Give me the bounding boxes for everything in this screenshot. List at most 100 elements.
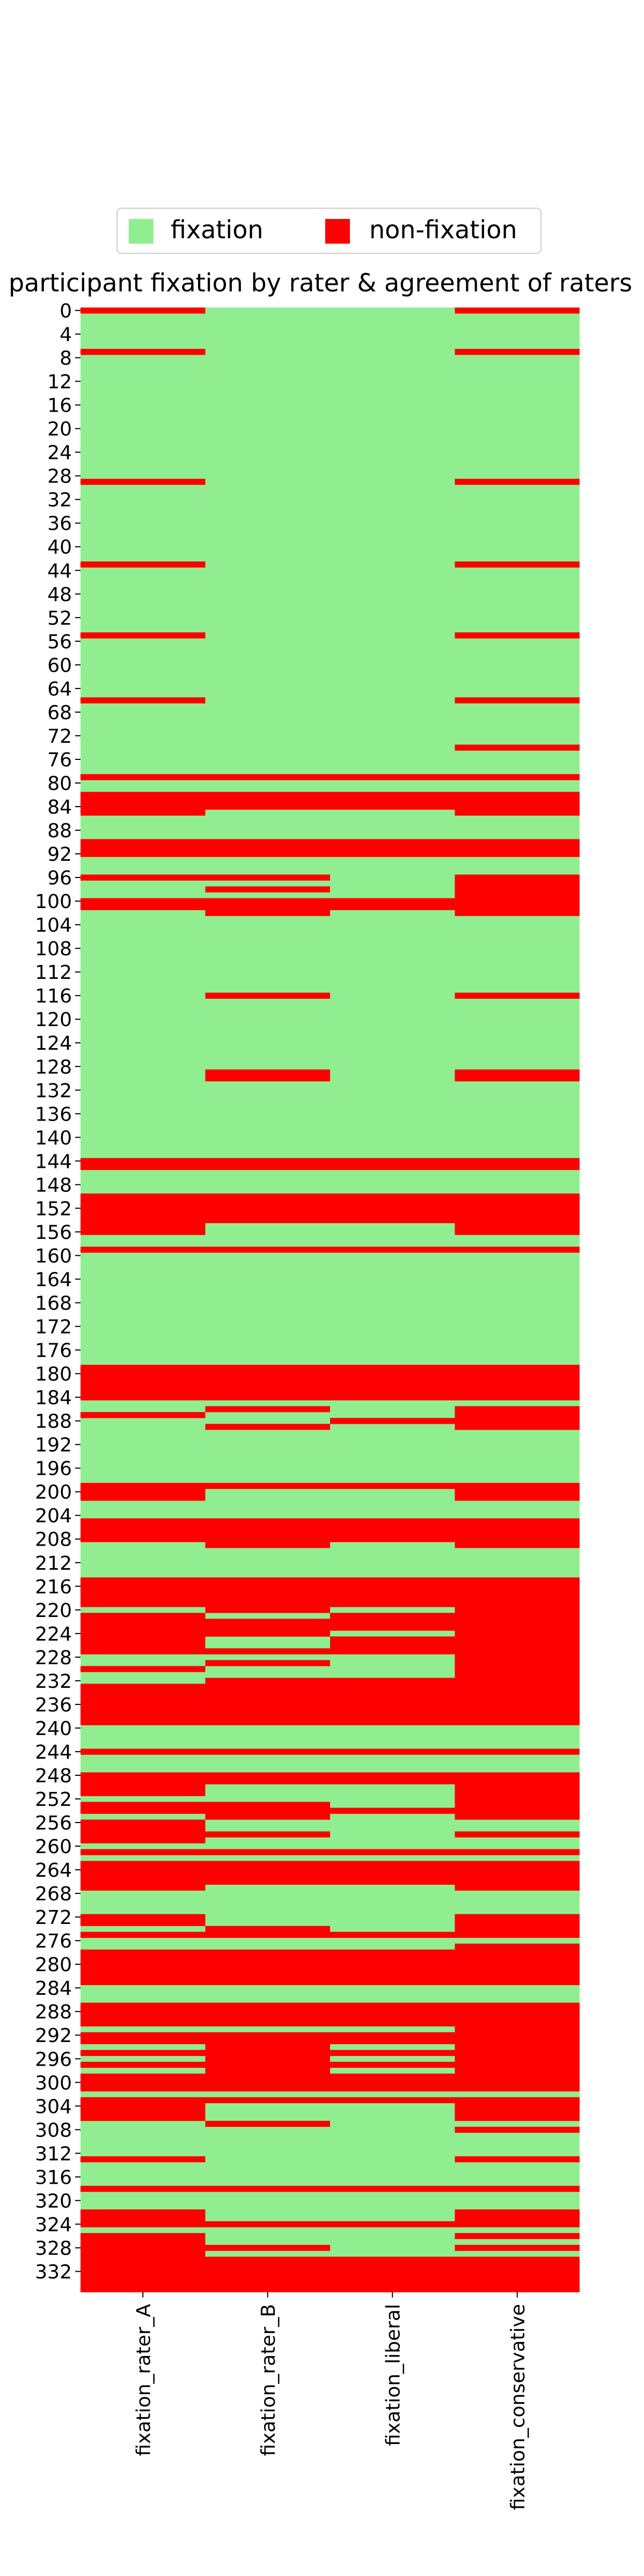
- cell-non-fixation-fixation_rater_B-330-335: [205, 2256, 330, 2293]
- cell-non-fixation-fixation_liberal-318-318: [330, 2185, 455, 2192]
- cell-non-fixation-fixation_conservative-205-209: [455, 1518, 580, 1548]
- cell-non-fixation-fixation_conservative-82-85: [455, 792, 580, 816]
- cell-non-fixation-fixation_conservative-150-156: [455, 1193, 580, 1235]
- legend-label-non-fixation: non-fixation: [369, 215, 517, 244]
- y-axis: 0481216202428323640444852566064687276808…: [35, 301, 80, 2283]
- y-tick-label: 216: [35, 1576, 72, 1598]
- heatmap-cells: [80, 308, 580, 2293]
- cell-non-fixation-fixation_rater_A-292-293: [80, 2032, 206, 2045]
- cell-non-fixation-fixation_rater_A-326-335: [80, 2233, 206, 2293]
- y-tick-label: 40: [47, 537, 72, 559]
- cell-non-fixation-fixation_conservative-74-74: [455, 744, 580, 751]
- y-tick-label: 304: [35, 2096, 72, 2118]
- y-tick-label: 236: [35, 1694, 72, 1716]
- cell-non-fixation-fixation_rater_B-205-209: [205, 1518, 330, 1548]
- cell-non-fixation-fixation_rater_A-244-244: [80, 1748, 206, 1755]
- cell-non-fixation-fixation_liberal-297-297: [330, 2061, 455, 2068]
- cell-non-fixation-fixation_rater_B-303-303: [205, 2097, 330, 2104]
- y-tick-label: 144: [35, 1151, 72, 1173]
- cell-non-fixation-fixation_rater_A-318-318: [80, 2185, 206, 2192]
- cell-non-fixation-fixation_rater_B-324-324: [205, 2221, 330, 2228]
- cell-non-fixation-fixation_conservative-244-244: [455, 1748, 580, 1755]
- cell-non-fixation-fixation_conservative-129-130: [455, 1069, 580, 1082]
- cell-non-fixation-fixation_rater_A-253-254: [80, 1802, 206, 1814]
- cell-non-fixation-fixation_rater_B-186-186: [205, 1406, 330, 1413]
- y-tick-label: 288: [35, 2001, 72, 2023]
- y-tick-label: 188: [35, 1411, 72, 1433]
- cell-non-fixation-fixation_conservative-199-201: [455, 1483, 580, 1501]
- cell-non-fixation-fixation_liberal-324-324: [330, 2221, 455, 2228]
- cell-non-fixation-fixation_conservative-43-43: [455, 561, 580, 568]
- cell-non-fixation-fixation_conservative-90-92: [455, 839, 580, 857]
- y-tick-label: 76: [47, 749, 72, 771]
- y-tick-label: 56: [47, 631, 72, 653]
- y-tick-label: 332: [35, 2261, 72, 2283]
- cell-non-fixation-fixation_liberal-179-184: [330, 1365, 455, 1401]
- y-tick-label: 284: [35, 1978, 72, 2000]
- cell-non-fixation-fixation_conservative-330-335: [455, 2256, 580, 2293]
- cell-non-fixation-fixation_rater_B-328-328: [205, 2244, 330, 2251]
- cell-non-fixation-fixation_rater_A-248-251: [80, 1772, 206, 1796]
- y-tick-label: 124: [35, 1033, 72, 1055]
- cell-non-fixation-fixation_liberal-144-145: [330, 1158, 455, 1170]
- cell-non-fixation-fixation_rater_B-96-96: [205, 874, 330, 881]
- cell-non-fixation-fixation_rater_A-233-239: [80, 1684, 206, 1725]
- y-tick-label: 4: [60, 324, 72, 346]
- y-tick-label: 196: [35, 1458, 72, 1480]
- y-tick-label: 328: [35, 2237, 72, 2259]
- cell-non-fixation-fixation_rater_B-222-224: [205, 1619, 330, 1637]
- cell-non-fixation-fixation_liberal-90-92: [330, 839, 455, 857]
- y-tick-label: 148: [35, 1174, 72, 1196]
- cell-non-fixation-fixation_rater_A-66-66: [80, 697, 206, 704]
- y-tick-label: 112: [35, 962, 72, 984]
- cell-non-fixation-fixation_conservative-328-328: [455, 2244, 580, 2251]
- cell-non-fixation-fixation_rater_B-189-189: [205, 1424, 330, 1430]
- cell-non-fixation-fixation_liberal-248-249: [330, 1772, 455, 1784]
- y-tick-label: 100: [35, 891, 72, 913]
- y-tick-label: 140: [35, 1127, 72, 1149]
- cell-non-fixation-fixation_conservative-29-29: [455, 479, 580, 485]
- cell-non-fixation-fixation_rater_A-96-96: [80, 874, 206, 881]
- cell-non-fixation-fixation_conservative-326-326: [455, 2233, 580, 2240]
- cell-non-fixation-fixation_conservative-100-102: [455, 898, 580, 916]
- y-tick-label: 244: [35, 1741, 72, 1763]
- y-tick-label: 64: [47, 678, 72, 700]
- cell-non-fixation-fixation_conservative-144-145: [455, 1158, 580, 1170]
- y-tick-label: 184: [35, 1387, 72, 1409]
- cell-non-fixation-fixation_conservative-186-189: [455, 1406, 580, 1430]
- y-tick-label: 292: [35, 2025, 72, 2047]
- y-tick-label: 48: [47, 584, 72, 606]
- y-tick-label: 168: [35, 1293, 72, 1315]
- cell-non-fixation-fixation_conservative-258-258: [455, 1831, 580, 1838]
- y-tick-label: 116: [35, 985, 72, 1007]
- cell-fixation-fixation_rater_A: [80, 308, 206, 2292]
- cell-non-fixation-fixation_rater_A-144-145: [80, 1158, 206, 1170]
- legend: fixation non-fixation: [116, 208, 541, 254]
- cell-non-fixation-fixation_rater_A-179-184: [80, 1365, 206, 1401]
- y-tick-label: 220: [35, 1600, 72, 1622]
- y-tick-label: 264: [35, 1860, 72, 1882]
- cell-non-fixation-fixation_conservative-263-267: [455, 1861, 580, 1891]
- cell-non-fixation-fixation_rater_A-7-7: [80, 349, 206, 355]
- cell-non-fixation-fixation_rater_B-159-159: [205, 1246, 330, 1253]
- y-tick-label: 300: [35, 2072, 72, 2094]
- legend-swatch-fixation: [129, 219, 153, 244]
- cell-non-fixation-fixation_rater_A-159-159: [80, 1246, 206, 1253]
- cell-non-fixation-fixation_liberal-79-79: [330, 774, 455, 780]
- cell-non-fixation-fixation_rater_B-227-227: [205, 1648, 330, 1655]
- cell-non-fixation-fixation_liberal-303-303: [330, 2097, 455, 2104]
- y-tick-label: 320: [35, 2190, 72, 2212]
- y-tick-label: 276: [35, 1930, 72, 1952]
- y-tick-label: 200: [35, 1482, 72, 1504]
- y-tick-label: 248: [35, 1765, 72, 1787]
- y-tick-label: 228: [35, 1647, 72, 1669]
- cell-non-fixation-fixation_liberal-261-261: [330, 1849, 455, 1855]
- cell-non-fixation-fixation_rater_B-318-318: [205, 2185, 330, 2192]
- cell-non-fixation-fixation_conservative-261-261: [455, 1849, 580, 1855]
- y-tick-label: 104: [35, 914, 72, 936]
- cell-non-fixation-fixation_conservative-7-7: [455, 349, 580, 355]
- cell-non-fixation-fixation_rater_A-278-283: [80, 1949, 206, 1985]
- cell-non-fixation-fixation_rater_A-205-208: [80, 1518, 206, 1542]
- y-tick-label: 60: [47, 655, 72, 677]
- cell-non-fixation-fixation_conservative-318-318: [455, 2185, 580, 2192]
